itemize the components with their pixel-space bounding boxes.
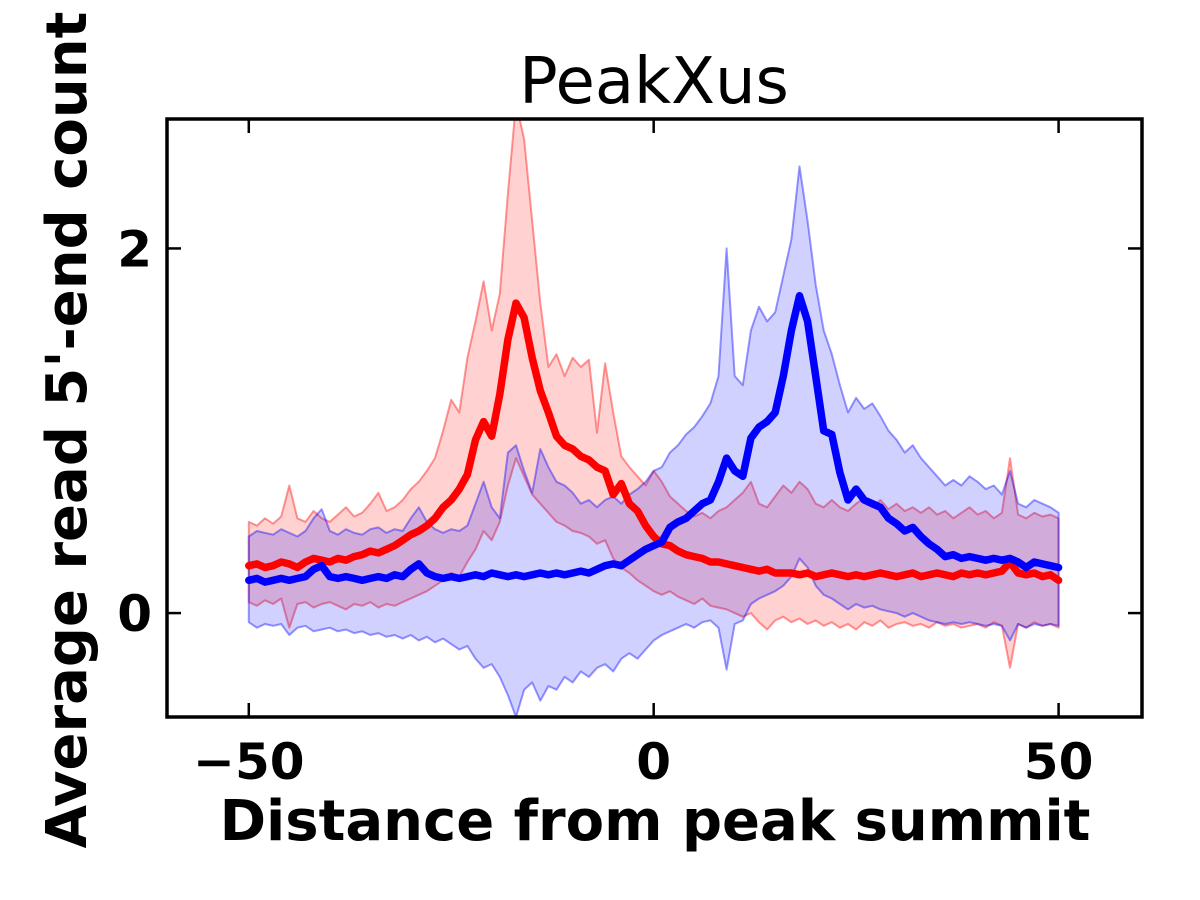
- blue-mean-line: [245, 292, 1063, 586]
- chart-title: PeakXus: [519, 45, 789, 119]
- red-mean-line: [245, 299, 1063, 585]
- mean-lines: [245, 292, 1063, 586]
- red-confidence-band: [247, 119, 1060, 669]
- x-axis-label: Distance from peak summit: [220, 789, 1091, 854]
- plot-area: −50 0 50 0 2: [117, 117, 1144, 791]
- y-tick-label: 0: [117, 585, 152, 643]
- blue-confidence-band: [247, 165, 1060, 717]
- y-axis-label: Average read 5'-end count: [35, 12, 100, 849]
- axis-ticks: [167, 119, 1142, 717]
- x-tick-label: 50: [1024, 733, 1094, 791]
- x-tick-label: −50: [193, 733, 304, 791]
- tick-labels: −50 0 50 0 2: [117, 220, 1093, 791]
- y-tick-label: 2: [117, 220, 152, 278]
- confidence-bands: [247, 119, 1060, 717]
- x-tick-label: 0: [636, 733, 671, 791]
